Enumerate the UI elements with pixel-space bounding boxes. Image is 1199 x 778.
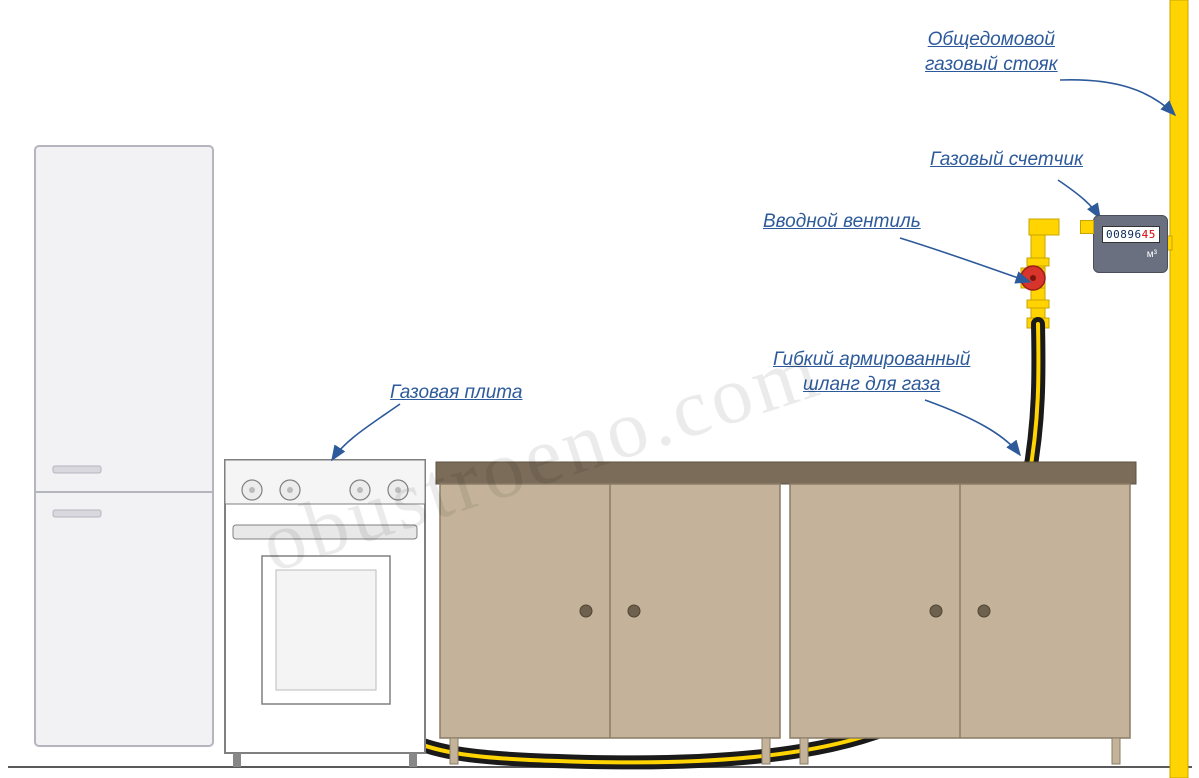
inlet-valve	[1021, 266, 1045, 290]
label-valve: Вводной вентиль	[763, 210, 921, 235]
countertop	[436, 462, 1136, 484]
diagram-stage: 0089645 м³ Общедомовой газовый стояк Газо…	[0, 0, 1199, 778]
label-stove: Газовая плита	[390, 381, 522, 406]
pipe-elbow-fitting	[1029, 219, 1059, 235]
riser-pipe	[1170, 0, 1188, 778]
arrow-meter	[1058, 180, 1100, 218]
meter-inlet-pipe	[1080, 220, 1094, 234]
pipe-fitting-collar1	[1027, 258, 1049, 266]
cabinet-left	[440, 484, 780, 764]
arrow-hose	[925, 400, 1020, 455]
arrow-valve	[900, 238, 1030, 282]
gas-meter-display: 0089645	[1102, 226, 1160, 243]
label-meter: Газовый счетчик	[930, 148, 1083, 173]
arrow-riser	[1060, 80, 1175, 115]
label-riser: Общедомовой газовый стояк	[925, 28, 1058, 77]
gas-meter: 0089645 м³	[1093, 215, 1168, 273]
diagram-svg	[0, 0, 1199, 778]
meter-reading-main: 00896	[1106, 228, 1142, 241]
cabinet-right	[790, 484, 1130, 764]
refrigerator	[35, 146, 213, 746]
pipe-fitting-collar2	[1027, 300, 1049, 308]
gas-stove	[225, 460, 425, 767]
label-hose: Гибкий армированный шланг для газа	[773, 348, 970, 397]
gas-meter-unit: м³	[1147, 249, 1157, 260]
arrow-stove	[332, 404, 400, 460]
meter-reading-frac: 45	[1142, 228, 1156, 241]
